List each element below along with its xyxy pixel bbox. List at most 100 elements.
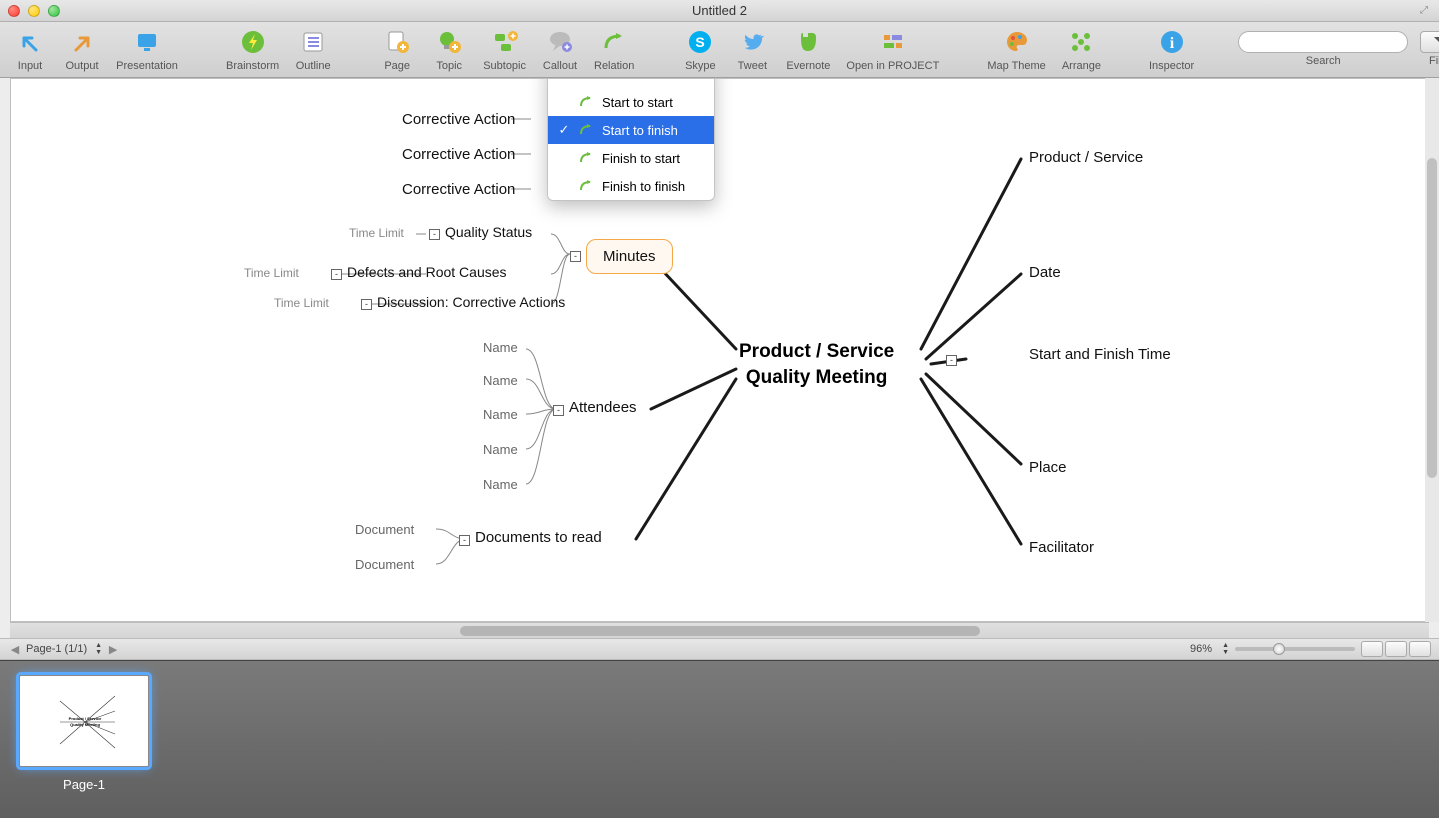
toolbar-skype-button[interactable]: S Skype (678, 26, 722, 72)
relation-type-icon (578, 178, 594, 194)
toolbar-output-button[interactable]: Output (60, 26, 104, 72)
toolbar-label: Callout (543, 60, 577, 72)
view-mode-1[interactable] (1361, 641, 1383, 657)
node-attendee-3[interactable]: Name (483, 407, 518, 422)
node-corrective-action-3[interactable]: Corrective Action (402, 181, 515, 198)
center-topic[interactable]: Product / Service Quality Meeting (739, 339, 894, 390)
svg-text:i: i (1169, 35, 1174, 52)
node-attendee-2[interactable]: Name (483, 373, 518, 388)
view-mode-3[interactable] (1409, 641, 1431, 657)
page-next-button[interactable]: ▶ (106, 643, 120, 656)
canvas[interactable]: Product / Service Quality Meeting Produc… (10, 78, 1429, 622)
callout-icon (544, 26, 576, 58)
toolbar-topic-button[interactable]: Topic (427, 26, 471, 72)
fullscreen-icon[interactable]: ⤢ (1417, 4, 1431, 18)
dropdown-item-start-to-start[interactable]: Start to start (548, 88, 714, 116)
search-input[interactable] (1249, 35, 1404, 49)
node-corrective-action-2[interactable]: Corrective Action (402, 146, 515, 163)
toolbar-evernote-button[interactable]: Evernote (782, 26, 834, 72)
toolbar-presentation-button[interactable]: Presentation (112, 26, 182, 72)
toolbar-label: Arrange (1062, 60, 1101, 72)
zoom-slider-knob[interactable] (1273, 643, 1285, 655)
zoom-slider[interactable] (1235, 647, 1355, 651)
search-input-wrap[interactable] (1238, 31, 1408, 53)
vertical-scroll-thumb[interactable] (1427, 158, 1437, 478)
toolbar-subtopic-button[interactable]: Subtopic (479, 26, 530, 72)
relation-type-icon (578, 94, 594, 110)
node-discussion[interactable]: Discussion: Corrective Actions (377, 294, 565, 310)
filter-button[interactable] (1420, 31, 1439, 53)
svg-text:Product / Service: Product / Service (69, 716, 102, 721)
toolbar-label: Outline (296, 60, 331, 72)
toolbar-page-button[interactable]: Page (375, 26, 419, 72)
thumbnail-card[interactable]: Product / Service Quality Meeting Page-1 (14, 675, 154, 804)
toolbar-brainstorm-button[interactable]: Brainstorm (222, 26, 283, 72)
toolbar-open-in-project-button[interactable]: Open in PROJECT (842, 26, 943, 72)
vertical-scrollbar[interactable] (1425, 78, 1439, 622)
collapse-box-attendees[interactable]: - (553, 405, 564, 416)
traffic-lights (8, 5, 60, 17)
node-document-2[interactable]: Document (355, 557, 414, 572)
node-defects[interactable]: Defects and Root Causes (347, 264, 507, 280)
svg-text:S: S (696, 34, 705, 50)
relation-type-icon (578, 122, 594, 138)
dropdown-item-finish-to-start[interactable]: Finish to start (548, 144, 714, 172)
toolbar-callout-button[interactable]: Callout (538, 26, 582, 72)
node-document-1[interactable]: Document (355, 522, 414, 537)
view-mode-2[interactable] (1385, 641, 1407, 657)
thumbnail-preview[interactable]: Product / Service Quality Meeting (19, 675, 149, 767)
arrow-up-left-icon (14, 26, 46, 58)
toolbar-arrange-button[interactable]: Arrange (1058, 26, 1105, 72)
toolbar-outline-button[interactable]: Outline (291, 26, 335, 72)
relation-type-icon (578, 150, 594, 166)
minimize-window-button[interactable] (28, 5, 40, 17)
close-window-button[interactable] (8, 5, 20, 17)
list-icon (297, 26, 329, 58)
relation-dropdown: GeneralStart to start✓Start to finish Fin… (547, 78, 715, 201)
node-corrective-action-1[interactable]: Corrective Action (402, 111, 515, 128)
dropdown-item-finish-to-finish[interactable]: Finish to finish (548, 172, 714, 200)
node-start-finish[interactable]: Start and Finish Time (1029, 346, 1171, 363)
toolbar-label: Brainstorm (226, 60, 279, 72)
toolbar-label: Map Theme (987, 60, 1046, 72)
collapse-box-quality-status[interactable]: - (429, 229, 440, 240)
node-attendee-1[interactable]: Name (483, 340, 518, 355)
horizontal-scroll-thumb[interactable] (460, 626, 980, 636)
collapse-box-defects[interactable]: - (331, 269, 342, 280)
sub-time-limit-1[interactable]: Time Limit (349, 226, 404, 240)
page-prev-button[interactable]: ◀ (8, 643, 22, 656)
collapse-box-start-finish[interactable]: - (946, 355, 957, 366)
sub-time-limit-2[interactable]: Time Limit (244, 266, 299, 280)
toolbar-relation-button[interactable]: Relation (590, 26, 638, 72)
node-attendee-5[interactable]: Name (483, 477, 518, 492)
node-facilitator[interactable]: Facilitator (1029, 539, 1094, 556)
node-product-service[interactable]: Product / Service (1029, 149, 1143, 166)
toolbar-label: Skype (685, 60, 716, 72)
node-attendee-4[interactable]: Name (483, 442, 518, 457)
node-documents[interactable]: Documents to read (475, 529, 602, 546)
toolbar-label: Output (65, 60, 98, 72)
node-place[interactable]: Place (1029, 459, 1067, 476)
node-quality-status[interactable]: Quality Status (445, 224, 532, 240)
collapse-box-documents[interactable]: - (459, 535, 470, 546)
dropdown-item-general[interactable]: General (548, 78, 714, 88)
zoom-window-button[interactable] (48, 5, 60, 17)
zoom-stepper[interactable]: ▲▼ (1222, 643, 1229, 656)
toolbar-input-button[interactable]: Input (8, 26, 52, 72)
toolbar-tweet-button[interactable]: Tweet (730, 26, 774, 72)
collapse-box-minutes[interactable]: - (570, 251, 581, 262)
toolbar-inspector-button[interactable]: iInspector (1145, 26, 1198, 72)
node-minutes[interactable]: Minutes (586, 239, 673, 274)
toolbar-map-theme-button[interactable]: Map Theme (983, 26, 1050, 72)
bolt-icon (237, 26, 269, 58)
page-label: Page-1 (1/1) (26, 643, 87, 655)
node-date[interactable]: Date (1029, 264, 1061, 281)
dropdown-item-label: Finish to start (602, 151, 680, 166)
horizontal-scrollbar[interactable] (10, 622, 1429, 638)
collapse-box-discussion[interactable]: - (361, 299, 372, 310)
arrange-icon (1065, 26, 1097, 58)
node-attendees[interactable]: Attendees (569, 399, 637, 416)
page-stepper[interactable]: ▲▼ (95, 643, 102, 656)
sub-time-limit-3[interactable]: Time Limit (274, 296, 329, 310)
dropdown-item-start-to-finish[interactable]: ✓Start to finish (548, 116, 714, 144)
